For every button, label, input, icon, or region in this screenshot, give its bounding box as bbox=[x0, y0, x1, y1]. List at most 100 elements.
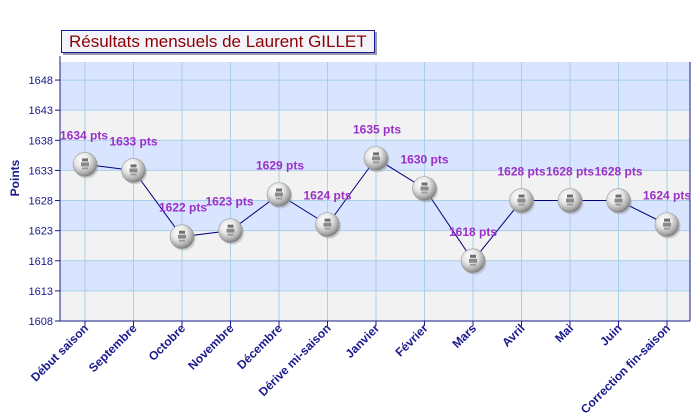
x-tick-label: Décembre bbox=[234, 321, 285, 372]
y-tick-label: 1643 bbox=[29, 105, 53, 117]
x-tick-label: Octobre bbox=[146, 321, 189, 364]
marker-emblem bbox=[566, 198, 574, 203]
marker-emblem bbox=[469, 258, 477, 263]
marker-emblem bbox=[275, 192, 283, 197]
data-label: 1630 pts bbox=[400, 152, 448, 166]
plot-band bbox=[60, 62, 690, 81]
y-tick-label: 1633 bbox=[29, 165, 53, 177]
marker-emblem bbox=[276, 188, 282, 192]
marker-emblem bbox=[663, 222, 671, 227]
data-point bbox=[72, 152, 99, 179]
marker-emblem bbox=[518, 203, 525, 206]
y-tick-label: 1638 bbox=[29, 135, 53, 147]
marker-emblem bbox=[567, 203, 573, 206]
x-tick-label: Novembre bbox=[185, 321, 237, 373]
marker-emblem bbox=[129, 168, 138, 173]
data-point bbox=[169, 224, 196, 251]
marker-emblem bbox=[614, 198, 623, 203]
data-point bbox=[606, 188, 632, 215]
y-tick-label: 1618 bbox=[29, 256, 53, 268]
marker-emblem bbox=[130, 164, 137, 168]
marker-emblem bbox=[82, 158, 88, 162]
x-tick-label: Début saison bbox=[28, 321, 91, 384]
marker-emblem bbox=[421, 191, 428, 194]
marker-emblem bbox=[518, 194, 525, 198]
x-tick-label: Janvier bbox=[343, 321, 383, 361]
vertical-gridlines bbox=[84, 62, 668, 321]
data-label: 1624 pts bbox=[303, 189, 351, 203]
marker-emblem bbox=[179, 239, 185, 242]
y-tick-label: 1628 bbox=[29, 196, 53, 208]
x-tick-label: Mars bbox=[449, 321, 479, 351]
x-tick-label: Mai bbox=[552, 321, 576, 345]
data-point bbox=[218, 218, 244, 245]
marker-emblem bbox=[324, 227, 331, 230]
axes bbox=[59, 56, 691, 322]
data-label: 1618 pts bbox=[449, 225, 497, 239]
marker-emblem bbox=[517, 198, 526, 203]
marker-emblem bbox=[372, 156, 380, 161]
data-point bbox=[557, 188, 584, 215]
plot-band bbox=[60, 80, 690, 111]
data-label: 1635 pts bbox=[353, 122, 401, 136]
marker-emblem bbox=[324, 218, 331, 222]
plot-band bbox=[60, 290, 690, 321]
data-point bbox=[412, 176, 438, 203]
x-tick-label: Correction fin-saison bbox=[578, 321, 673, 416]
y-tick-label: 1623 bbox=[29, 226, 53, 238]
marker-emblem bbox=[276, 197, 282, 200]
plot-background bbox=[60, 62, 690, 321]
plot-band bbox=[60, 230, 690, 261]
marker-emblem bbox=[421, 182, 428, 186]
data-label: 1634 pts bbox=[60, 128, 108, 142]
data-label: 1628 pts bbox=[594, 165, 642, 179]
data-point bbox=[266, 182, 293, 209]
data-label: 1629 pts bbox=[256, 159, 304, 173]
x-tick-label: Avril bbox=[499, 321, 527, 349]
chart-title: Résultats mensuels de Laurent GILLET bbox=[61, 30, 375, 53]
data-label: 1623 pts bbox=[205, 195, 253, 209]
marker-emblem bbox=[82, 167, 88, 170]
marker-emblem bbox=[227, 233, 234, 236]
marker-emblem bbox=[81, 162, 89, 167]
marker-emblem bbox=[470, 263, 476, 266]
y-tick-label: 1608 bbox=[29, 316, 53, 328]
marker-emblem bbox=[373, 152, 379, 156]
data-label: 1628 pts bbox=[497, 165, 545, 179]
y-axis-label: Points bbox=[8, 159, 22, 196]
data-point bbox=[654, 212, 681, 239]
marker-emblem bbox=[373, 161, 379, 164]
marker-emblem bbox=[664, 218, 670, 222]
marker-emblem bbox=[226, 228, 235, 233]
plot-band bbox=[60, 170, 690, 201]
x-tick-label: Février bbox=[392, 321, 430, 359]
data-point bbox=[315, 212, 341, 239]
y-tick-label: 1613 bbox=[29, 286, 53, 298]
data-point bbox=[363, 146, 390, 173]
plot-band bbox=[60, 260, 690, 291]
marker-emblem bbox=[420, 186, 429, 191]
plot-band bbox=[60, 200, 690, 231]
data-point bbox=[121, 158, 147, 185]
marker-emblem bbox=[567, 194, 573, 198]
data-label: 1633 pts bbox=[109, 134, 157, 148]
data-point bbox=[460, 248, 487, 275]
y-tick-label: 1648 bbox=[29, 75, 53, 87]
marker-emblem bbox=[178, 234, 186, 239]
marker-emblem bbox=[664, 227, 670, 230]
marker-emblem bbox=[615, 203, 622, 206]
data-markers bbox=[72, 146, 681, 275]
x-tick-label: Septembre bbox=[86, 321, 140, 375]
y-axis-ticks: 1608 1613 1618 1623 1628 1633 1638 1643 1648 bbox=[29, 75, 60, 328]
data-point bbox=[509, 188, 535, 215]
plot-band bbox=[60, 110, 690, 141]
x-tick-label: Juin bbox=[597, 321, 624, 348]
marker-emblem bbox=[130, 173, 137, 176]
marker-emblem bbox=[470, 254, 476, 258]
data-label: 1628 pts bbox=[546, 165, 594, 179]
marker-emblem bbox=[179, 230, 185, 234]
data-label: 1622 pts bbox=[159, 201, 207, 215]
